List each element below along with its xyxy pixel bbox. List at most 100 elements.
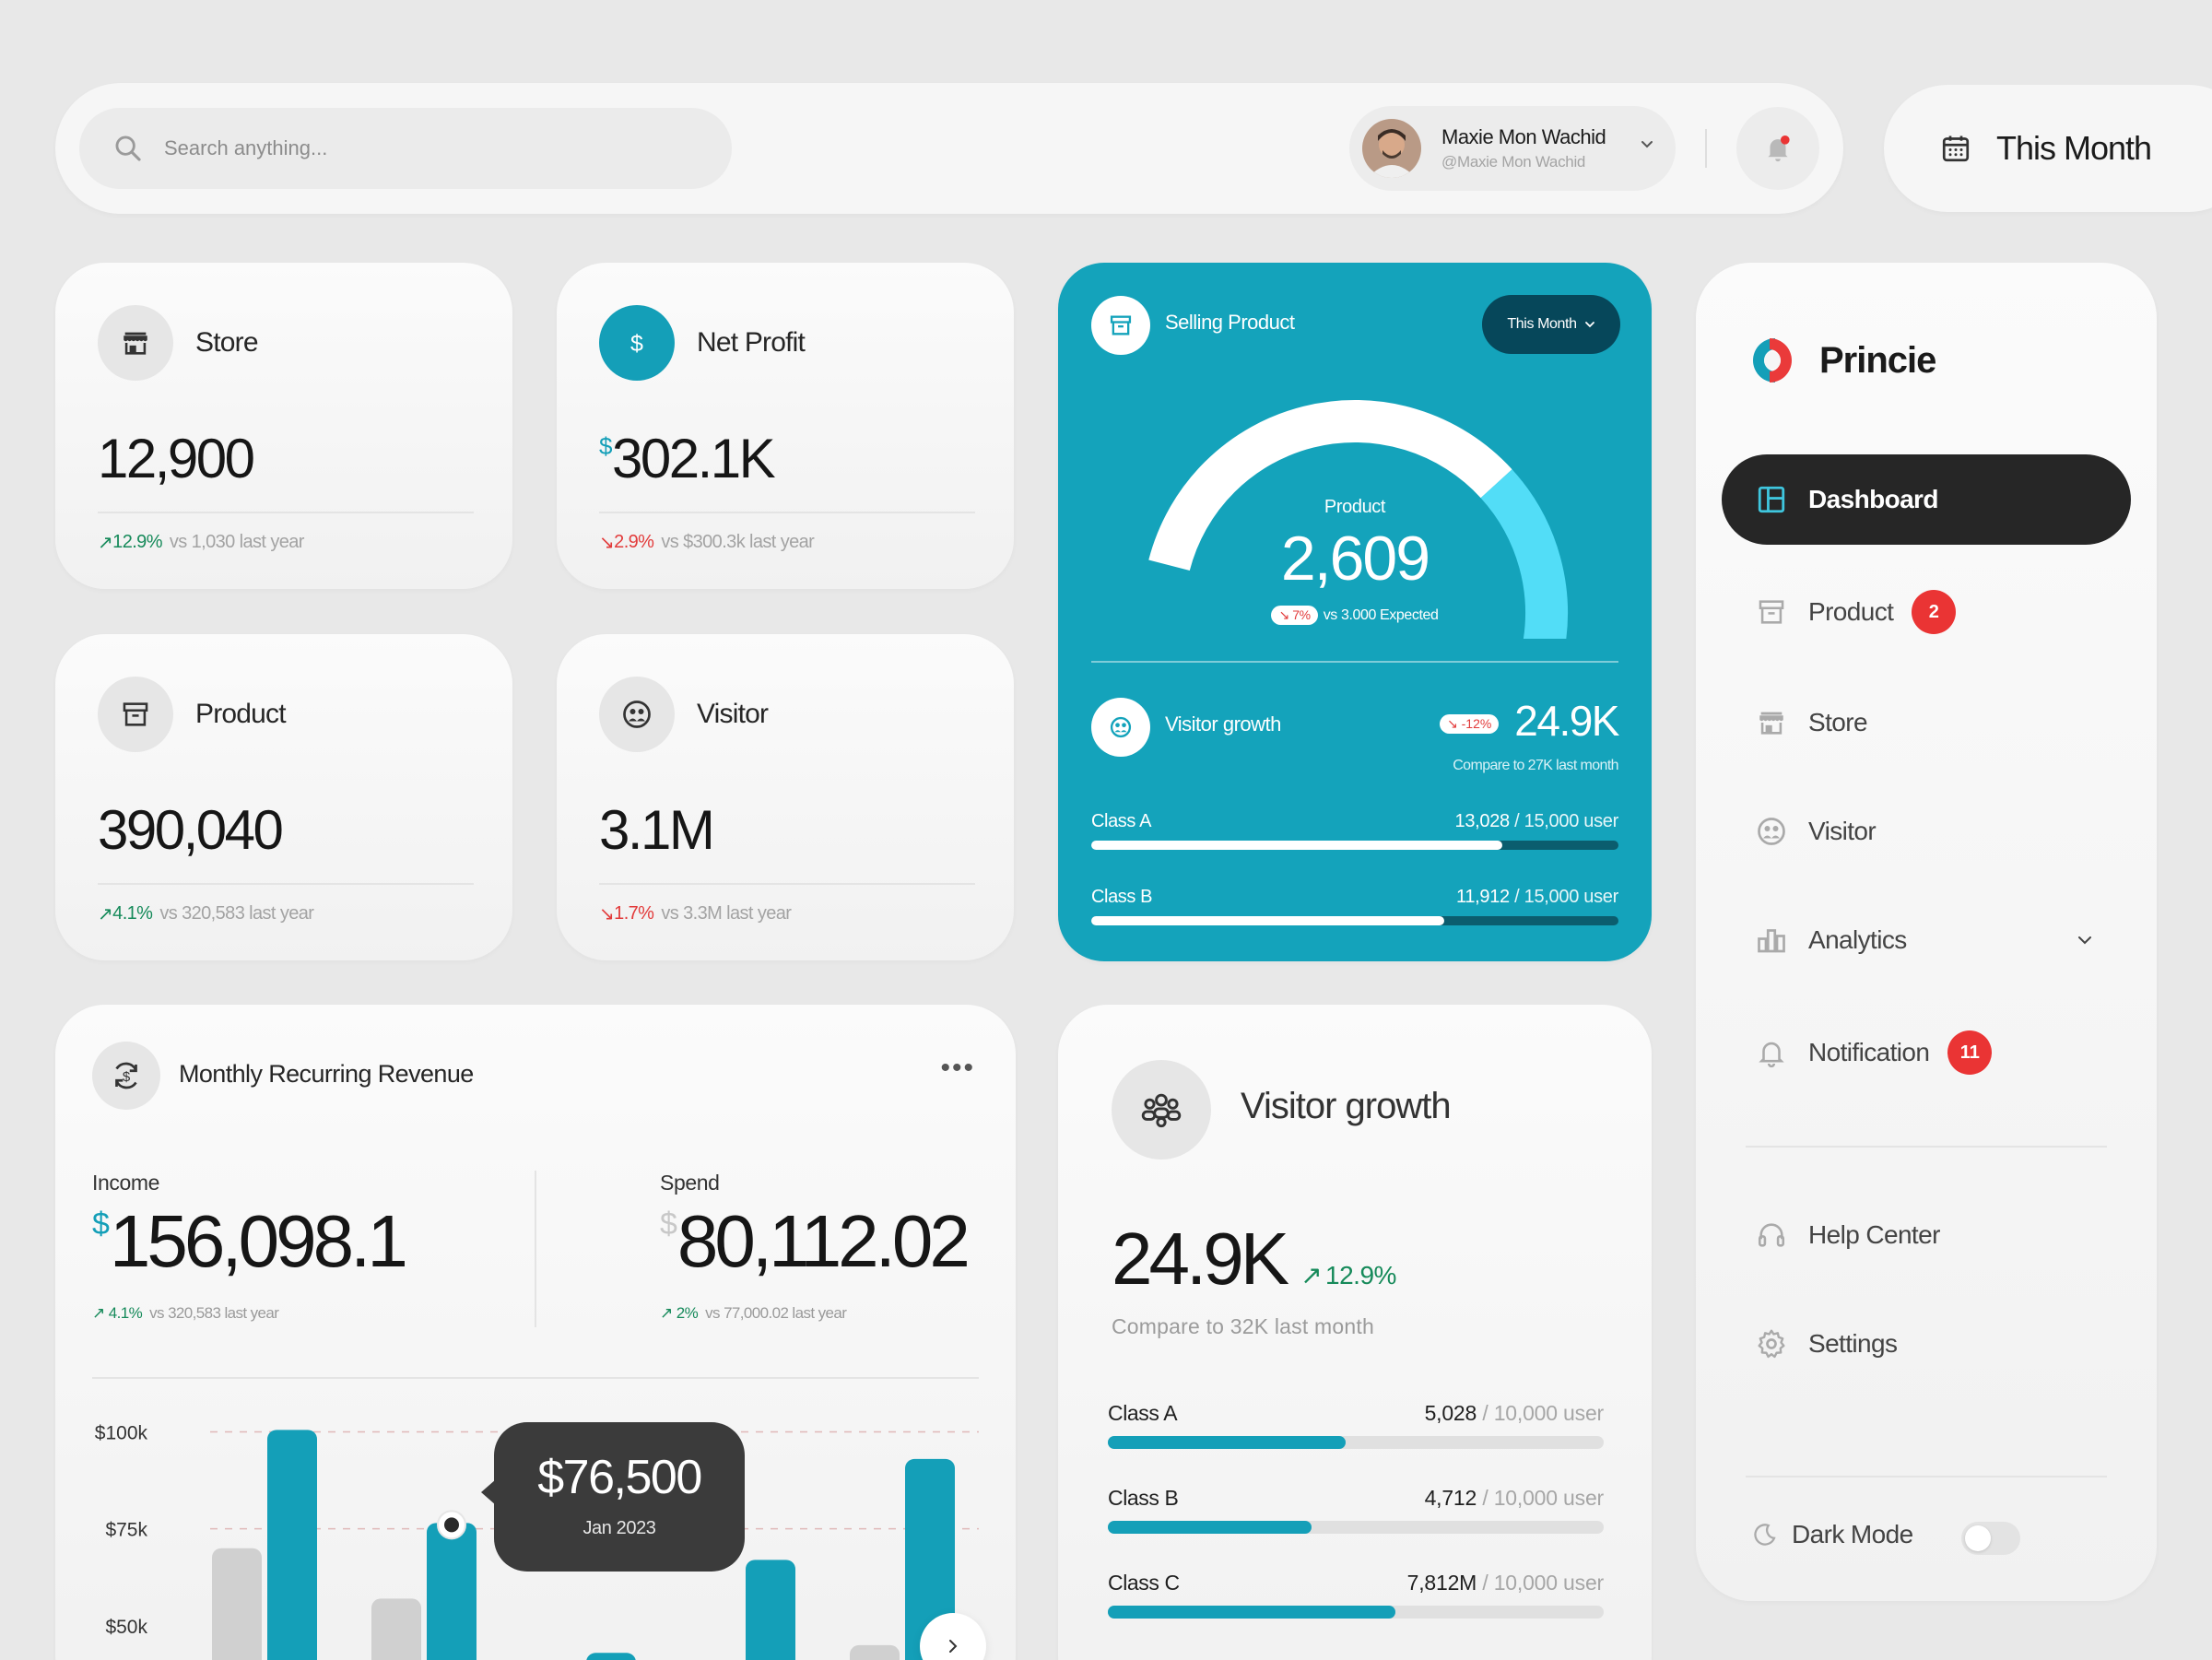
stat-compare: vs $300.3k last year [661,532,815,552]
tooltip-value: $76,500 [537,1451,702,1504]
stat-change: 2.9% [614,532,654,552]
stat-trend: ↗ 4.1% vs 320,583 last year [98,902,314,925]
stat-value: 3.1M [599,799,715,861]
progress-fill [1091,916,1445,925]
user-menu[interactable]: Maxie Mon Wachid @Maxie Mon Wachid [1349,106,1676,191]
chart-tooltip: $76,500 Jan 2023 [481,1422,745,1572]
highlight-marker-dot [444,1517,459,1533]
dark-mode-row: Dark Mode [1751,1520,1913,1549]
visitor-growth-change: ↗ 12.9% [1300,1260,1396,1290]
sidebar-item-dashboard[interactable]: Dashboard [1722,454,2131,545]
sidebar-item-label: Product [1808,597,1894,626]
spend-value: $80,112.02 [660,1200,971,1282]
chevron-down-icon [1584,322,1594,328]
progress-fill [1108,1521,1312,1534]
visitor-growth-compare: Compare to 27K last month [1453,758,1618,773]
product-gauge [1148,400,1568,639]
visitor-icon [1091,698,1150,757]
calendar-icon [1942,135,1970,162]
chevron-down-icon [1641,141,1653,148]
search-box[interactable] [79,108,732,189]
bar-income[interactable] [746,1560,795,1660]
user-name: Maxie Mon Wachid [1441,125,1606,148]
search-input[interactable] [164,136,680,160]
bar-income[interactable] [905,1458,955,1660]
income-trend: ↗ 4.1% vs 320,583 last year [92,1304,279,1322]
spend-label: Spend [660,1171,720,1195]
period-dropdown-label: This Month [1507,316,1577,332]
headset-icon [1755,1219,1788,1252]
tooltip-date: Jan 2023 [582,1518,656,1538]
sidebar-item-label: Dashboard [1808,485,1938,513]
moon-icon [1754,1524,1776,1546]
class-count: 13,028 / 15,000 user [1454,811,1619,831]
stat-compare: vs 3.3M last year [661,903,792,924]
divider [98,512,474,513]
selling-product-card: Selling Product This Month Product 2,609… [1058,263,1652,961]
count-badge: 2 [1912,590,1957,634]
bell-icon [1768,135,1790,162]
sidebar-item-help-center[interactable]: Help Center [1722,1190,2131,1280]
y-tick-label: $50k [105,1617,147,1638]
divider [1705,129,1707,168]
stat-card-product[interactable]: Product 390,040 ↗ 4.1% vs 320,583 last y… [55,634,512,960]
arrow-down-icon: ↘ [599,533,615,553]
sidebar-item-notification[interactable]: Notification 11 [1722,1007,2131,1098]
sidebar-item-label: Analytics [1808,925,1907,954]
income-label: Income [92,1171,160,1195]
bar-income[interactable] [586,1653,636,1660]
divider [599,883,975,885]
bar-income[interactable] [267,1430,317,1660]
sidebar-item-label: Visitor [1808,817,1877,845]
gear-icon [1755,1327,1788,1360]
visitor-icon [599,677,675,752]
notification-button[interactable] [1736,107,1819,190]
sidebar-item-label: Help Center [1808,1220,1940,1249]
stat-title: Store [195,327,259,358]
visitor-growth-value: 24.9K [1514,697,1619,745]
visitor-growth-compare: Compare to 32K last month [1112,1314,1374,1338]
card-title: Visitor growth [1241,1086,1452,1126]
more-options-icon[interactable]: ••• [940,1053,975,1083]
brand-logo-icon [1753,338,1792,383]
card-title: Selling Product [1165,311,1295,334]
sidebar-item-label: Settings [1808,1329,1898,1358]
stat-change: 12.9% [112,532,162,552]
user-handle: @Maxie Mon Wachid [1441,153,1586,171]
divider [92,1377,979,1379]
chevron-down-icon [2078,936,2091,945]
progress-track [1108,1436,1604,1449]
stat-value: 390,040 [98,799,284,861]
stat-value: 12,900 [98,428,255,489]
gauge-value: 2,609 [1280,524,1430,594]
dark-mode-toggle[interactable] [1961,1522,2020,1555]
svg-text:$: $ [630,331,643,357]
next-button[interactable] [920,1613,986,1660]
visitor-icon [1755,815,1788,848]
sidebar-item-analytics[interactable]: Analytics [1722,895,2131,985]
class-label: Class A [1108,1401,1178,1425]
search-icon [115,135,141,161]
stat-card-net-profit[interactable]: $ Net Profit $302.1K ↘ 2.9% vs $300.3k l… [557,263,1014,589]
period-selector[interactable]: This Month [1884,85,2212,212]
period-dropdown[interactable]: This Month [1482,295,1620,354]
stat-trend: ↘ 2.9% vs $300.3k last year [599,531,815,554]
archive-icon [98,677,173,752]
stat-card-store[interactable]: Store 12,900 ↗ 12.9% vs 1,030 last year [55,263,512,589]
stat-card-visitor[interactable]: Visitor 3.1M ↘ 1.7% vs 3.3M last year [557,634,1014,960]
bar-spend [371,1598,421,1660]
sidebar-item-settings[interactable]: Settings [1722,1299,2131,1389]
analytics-icon [1755,924,1788,957]
progress-fill [1091,841,1503,850]
bar-income[interactable] [427,1523,477,1660]
revenue-bar-chart: $100k $75k $50k [95,1422,979,1660]
sidebar-item-store[interactable]: Store [1722,677,2131,768]
sidebar-item-product[interactable]: Product 2 [1722,567,2131,657]
sidebar-item-visitor[interactable]: Visitor [1722,786,2131,877]
stat-title: Visitor [697,699,769,729]
sidebar-item-label: Store [1808,708,1868,736]
gauge-segment-pending [1480,469,1568,639]
brand: Princie [1738,333,1936,388]
dashboard-icon [1755,483,1788,516]
income-block: Income $156,098.1 ↗ 4.1% vs 320,583 last… [92,1171,408,1323]
